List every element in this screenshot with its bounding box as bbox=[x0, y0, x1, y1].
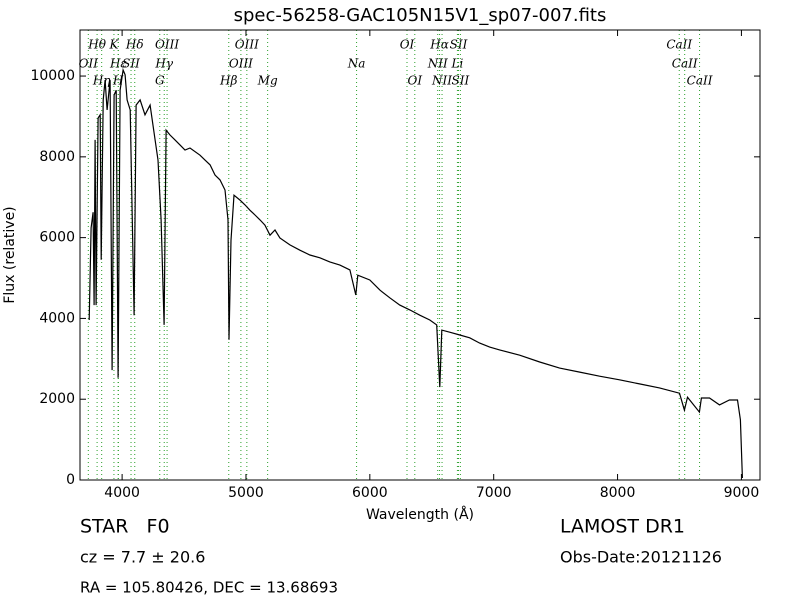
x-tick-label: 8000 bbox=[600, 485, 636, 501]
x-tick-label: 4000 bbox=[104, 485, 140, 501]
y-axis-label: Flux (relative) bbox=[2, 206, 18, 303]
coordinates: RA = 105.80426, DEC = 13.68693 bbox=[80, 579, 338, 597]
feature-label: OI bbox=[408, 74, 423, 88]
feature-label: Mg bbox=[257, 74, 278, 88]
object-class: STAR F0 bbox=[80, 516, 170, 538]
feature-label: Hη bbox=[92, 74, 111, 88]
x-tick-label: 6000 bbox=[352, 485, 388, 501]
feature-label: Hθ bbox=[87, 38, 106, 52]
y-tick-label: 6000 bbox=[39, 230, 75, 246]
y-tick-label: 2000 bbox=[39, 391, 75, 407]
feature-label: NII bbox=[427, 57, 448, 71]
x-tick-label: 9000 bbox=[724, 485, 760, 501]
feature-label: OIII bbox=[235, 38, 259, 52]
feature-label: OII bbox=[79, 57, 99, 71]
y-tick-label: 4000 bbox=[39, 310, 75, 326]
x-axis-label: Wavelength (Å) bbox=[366, 506, 474, 523]
y-tick-label: 8000 bbox=[39, 149, 75, 165]
survey: LAMOST DR1 bbox=[560, 516, 685, 538]
feature-label: SII bbox=[452, 74, 470, 88]
feature-label: Hγ bbox=[154, 57, 173, 71]
feature-label: OIII bbox=[155, 38, 179, 52]
feature-label: OI bbox=[400, 38, 415, 52]
feature-label: Hβ bbox=[219, 74, 237, 88]
feature-label: SII bbox=[122, 57, 140, 71]
feature-label: CaII bbox=[666, 38, 692, 52]
feature-label: Hα bbox=[429, 38, 449, 52]
feature-label: NII bbox=[431, 74, 452, 88]
feature-label: G bbox=[155, 74, 165, 88]
x-tick-label: 5000 bbox=[228, 485, 264, 501]
chart-title: spec-56258-GAC105N15V1_sp07-007.fits bbox=[234, 5, 607, 26]
y-tick-label: 10000 bbox=[30, 68, 75, 84]
y-tick-label: 0 bbox=[66, 472, 75, 488]
feature-label: Hε bbox=[109, 57, 127, 71]
feature-label: CaII bbox=[672, 57, 698, 71]
spectrum-line bbox=[88, 67, 743, 479]
redshift: cz = 7.7 ± 20.6 bbox=[80, 548, 205, 567]
feature-label: SII bbox=[450, 38, 468, 52]
obs-date: Obs-Date:20121126 bbox=[560, 548, 722, 567]
feature-label: CaII bbox=[687, 74, 713, 88]
feature-label: Li bbox=[450, 57, 463, 71]
feature-label: OIII bbox=[229, 57, 253, 71]
feature-label: K bbox=[108, 38, 119, 52]
feature-label: Hδ bbox=[125, 38, 144, 52]
plot-frame bbox=[79, 29, 761, 481]
x-tick-label: 7000 bbox=[476, 485, 512, 501]
feature-label: Na bbox=[347, 57, 366, 71]
